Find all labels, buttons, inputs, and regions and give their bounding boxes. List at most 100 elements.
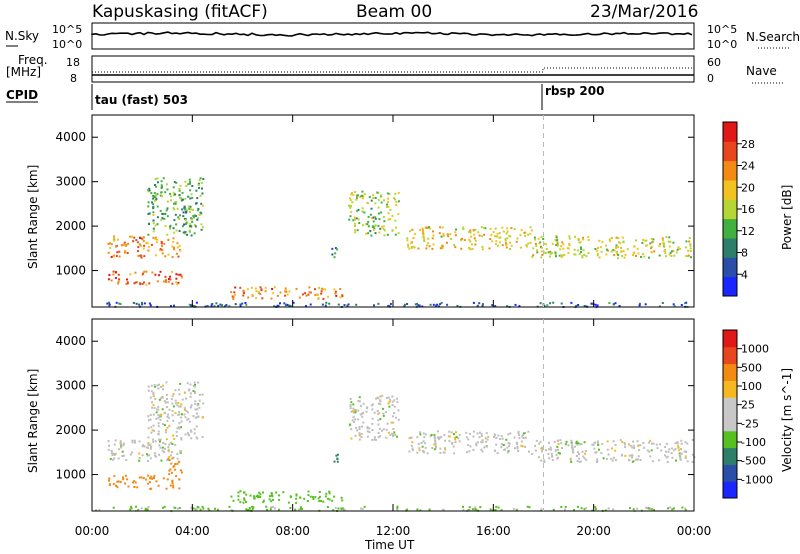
velocity-cell (526, 505, 529, 508)
power-cell (609, 240, 612, 242)
freq-panel (91, 55, 695, 83)
power-cell (506, 230, 509, 233)
power-cell (518, 305, 521, 308)
power-cell (372, 197, 375, 199)
velocity-cell (371, 417, 374, 420)
power-cell (167, 280, 170, 283)
power-cell (302, 293, 304, 296)
velocity-cell (124, 482, 126, 485)
velocity-cell (175, 430, 178, 433)
velocity-cell (371, 422, 374, 425)
velocity-cell (455, 436, 458, 438)
velocity-cell (187, 432, 189, 435)
velocity-cell (388, 400, 391, 403)
velocity-cell (349, 397, 352, 400)
power-cell (286, 304, 289, 306)
velocity-cell (669, 506, 672, 509)
power-cell (152, 194, 155, 197)
velocity-cell (521, 435, 524, 438)
power-cell (406, 237, 409, 240)
power-cell (394, 198, 397, 201)
velocity-cell (157, 405, 160, 408)
power-cell (388, 193, 391, 196)
power-cell (550, 252, 553, 254)
power-cell (191, 220, 194, 223)
power-cell (520, 229, 523, 232)
velocity-cell (183, 413, 186, 416)
velocity-cell (429, 435, 432, 438)
velocity-cell (272, 498, 274, 501)
power-cell (169, 227, 172, 230)
velocity-cell (411, 441, 414, 444)
velocity-cell (228, 505, 231, 508)
velocity-cell (167, 457, 170, 460)
velocity-cell (583, 441, 586, 444)
velocity-cell (393, 399, 396, 402)
power-cell (556, 242, 559, 245)
power-cell (188, 303, 191, 306)
power-cell (387, 218, 390, 221)
power-cell (200, 182, 203, 184)
power-cell (531, 255, 534, 258)
power-cell (196, 197, 199, 200)
velocity-cell (192, 415, 195, 417)
velocity-cell (183, 391, 186, 394)
velocity-cell (165, 406, 168, 409)
nsearch-tick-bottom: 10^0 (707, 38, 737, 51)
velocity-cell (190, 506, 193, 509)
velocity-cell (382, 412, 385, 415)
power-cell (160, 240, 163, 243)
power-cell (376, 191, 379, 194)
power-cell (239, 304, 242, 307)
power-cell (336, 248, 339, 251)
power-cell (387, 197, 389, 200)
velocity-cell (556, 445, 559, 448)
velocity-cell (516, 445, 519, 448)
power-cell (198, 186, 200, 189)
velocity-cell (560, 442, 563, 445)
power-cell (418, 304, 421, 307)
power-cell (190, 304, 193, 307)
time-axis-label: Time UT (364, 538, 415, 552)
velocity-cell (194, 403, 197, 406)
velocity-cell (202, 507, 205, 510)
velocity-cell (137, 509, 140, 512)
power-cell (234, 293, 236, 296)
velocity-cell (146, 446, 149, 449)
power-cell (598, 239, 601, 242)
power-cell (117, 280, 120, 283)
power-cell (308, 291, 311, 294)
power-cell (160, 242, 163, 245)
power-cell (140, 256, 143, 259)
power-cell (331, 253, 334, 256)
velocity-cell (631, 446, 634, 449)
velocity-cell (619, 439, 622, 442)
power-cell (185, 222, 188, 225)
velocity-cell (360, 507, 363, 510)
velocity-cell (177, 426, 180, 429)
power-cell (193, 232, 196, 235)
power-cell (382, 216, 385, 219)
velocity-cell (553, 440, 556, 443)
velocity-cell (165, 487, 168, 490)
velocity-cell (165, 431, 168, 434)
power-cell (684, 302, 687, 305)
power-cell (395, 200, 398, 203)
velocity-cell (171, 457, 174, 460)
power-cell (378, 231, 381, 234)
velocity-cell (691, 439, 694, 441)
velocity-cell (547, 452, 550, 455)
power-cell (617, 257, 619, 260)
power-cell (650, 251, 653, 254)
velocity-cell (186, 418, 189, 421)
power-cell (192, 208, 195, 211)
velocity-cell (571, 446, 574, 448)
power-cell (251, 293, 254, 296)
power-colorbar-swatch (723, 141, 737, 162)
velocity-cell (556, 440, 559, 443)
power-cell (175, 181, 178, 184)
velocity-cell (152, 440, 155, 443)
velocity-cell (337, 507, 340, 510)
velocity-cell (160, 459, 163, 462)
power-cell (483, 227, 486, 230)
